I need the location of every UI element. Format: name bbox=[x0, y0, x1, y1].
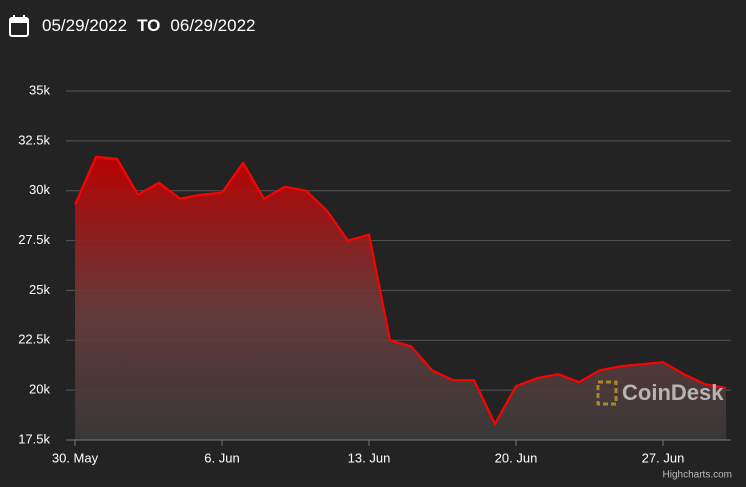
credits: Highcharts.com bbox=[663, 470, 732, 481]
start-date[interactable]: 05/29/2022 bbox=[42, 16, 128, 35]
end-date[interactable]: 06/29/2022 bbox=[170, 16, 256, 35]
watermark: CoinDesk bbox=[596, 380, 724, 406]
separator: TO bbox=[137, 16, 161, 35]
y-tick-label: 27.5k bbox=[18, 232, 50, 247]
watermark-text: CoinDesk bbox=[622, 380, 724, 405]
date-range: 05/29/2022 TO 06/29/2022 bbox=[8, 14, 266, 38]
calendar-icon[interactable] bbox=[8, 14, 30, 38]
x-tick-label: 30. May bbox=[52, 450, 99, 465]
y-tick-label: 25k bbox=[29, 282, 50, 297]
y-tick-label: 35k bbox=[29, 82, 50, 97]
watermark-icon bbox=[596, 380, 618, 406]
x-tick-label: 13. Jun bbox=[348, 450, 391, 465]
y-tick-label: 17.5k bbox=[18, 431, 50, 446]
y-tick-label: 32.5k bbox=[18, 132, 50, 147]
x-tick-label: 27. Jun bbox=[642, 450, 685, 465]
y-tick-label: 20k bbox=[29, 382, 50, 397]
y-tick-label: 30k bbox=[29, 182, 50, 197]
area-fill bbox=[75, 156, 726, 441]
x-tick-label: 6. Jun bbox=[204, 450, 239, 465]
x-tick-label: 20. Jun bbox=[495, 450, 538, 465]
price-line bbox=[73, 155, 727, 426]
y-tick-label: 22.5k bbox=[18, 332, 50, 347]
